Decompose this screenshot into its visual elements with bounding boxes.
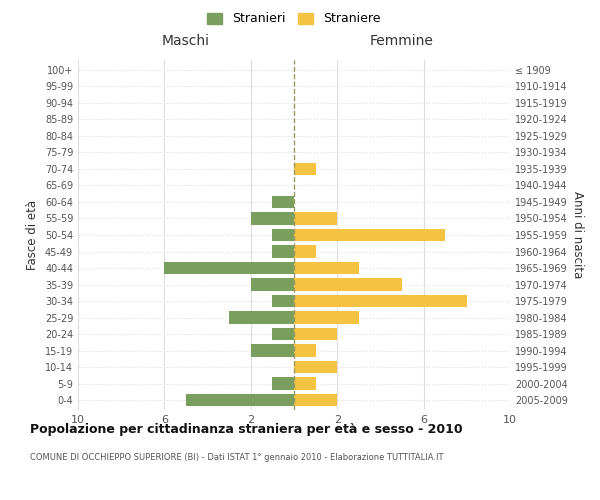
Bar (272, 328, 294, 340)
Bar (294, 361, 337, 374)
Bar (272, 295, 294, 307)
Bar (272, 246, 294, 258)
Bar (164, 262, 294, 274)
Bar (294, 212, 337, 224)
Bar (294, 278, 402, 290)
Y-axis label: Fasce di età: Fasce di età (26, 200, 39, 270)
Bar (251, 278, 294, 290)
Bar (229, 312, 294, 324)
Text: Femmine: Femmine (370, 34, 434, 48)
Bar (251, 212, 294, 224)
Bar (272, 229, 294, 241)
Bar (294, 328, 337, 340)
Bar (272, 196, 294, 208)
Bar (294, 344, 316, 357)
Bar (251, 344, 294, 357)
Bar (294, 378, 316, 390)
Bar (294, 312, 359, 324)
Bar (272, 378, 294, 390)
Bar (294, 246, 316, 258)
Text: Popolazione per cittadinanza straniera per età e sesso - 2010: Popolazione per cittadinanza straniera p… (30, 422, 463, 436)
Legend: Stranieri, Straniere: Stranieri, Straniere (203, 8, 385, 29)
Bar (294, 394, 337, 406)
Text: COMUNE DI OCCHIEPPO SUPERIORE (BI) - Dati ISTAT 1° gennaio 2010 - Elaborazione T: COMUNE DI OCCHIEPPO SUPERIORE (BI) - Dat… (30, 452, 443, 462)
Text: Maschi: Maschi (162, 34, 210, 48)
Bar (294, 295, 467, 307)
Y-axis label: Anni di nascita: Anni di nascita (571, 192, 584, 278)
Bar (294, 262, 359, 274)
Bar (294, 163, 316, 175)
Bar (186, 394, 294, 406)
Bar (294, 229, 445, 241)
